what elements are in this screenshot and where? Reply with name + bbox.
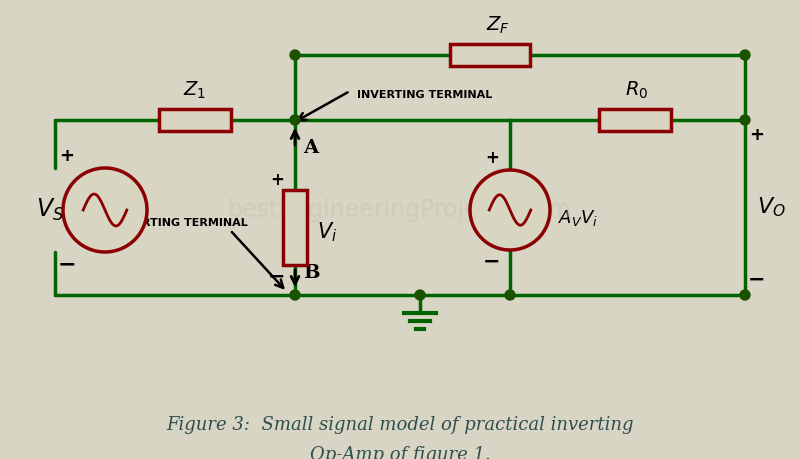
Text: +: + [485,149,499,167]
Bar [450,44,530,66]
Text: −: − [483,252,501,272]
Bar [159,109,231,131]
Circle shape [740,290,750,300]
Text: B: B [303,264,320,282]
Text: Figure 3:  Small signal model of practical inverting
Op-Amp of figure 1.: Figure 3: Small signal model of practica… [166,416,634,459]
Text: +: + [270,171,284,189]
Bar [599,109,671,131]
Circle shape [740,115,750,125]
Text: +: + [750,126,765,144]
Text: −: − [58,254,76,274]
Text: $V_i$: $V_i$ [317,221,338,244]
Text: $R_0$: $R_0$ [626,79,649,101]
Circle shape [470,170,550,250]
Text: INVERTING TERMINAL: INVERTING TERMINAL [357,90,492,100]
Text: NON-INVERTING TERMINAL: NON-INVERTING TERMINAL [80,218,248,228]
Circle shape [290,290,300,300]
Circle shape [290,50,300,60]
Text: $V_O$: $V_O$ [757,196,786,219]
Circle shape [415,290,425,300]
Text: $V_S$: $V_S$ [36,197,64,223]
Text: bestEngineeringProjects.com: bestEngineeringProjects.com [228,198,572,222]
Circle shape [505,290,515,300]
Bar [283,190,307,265]
Text: $Z_F$: $Z_F$ [486,14,510,36]
Text: $Z_1$: $Z_1$ [183,79,206,101]
Circle shape [63,168,147,252]
Text: −: − [748,270,766,290]
Text: $A_V V_i$: $A_V V_i$ [558,208,598,228]
Circle shape [740,50,750,60]
Text: −: − [268,267,286,287]
Text: +: + [59,147,74,165]
Text: A: A [303,139,318,157]
Circle shape [290,115,300,125]
